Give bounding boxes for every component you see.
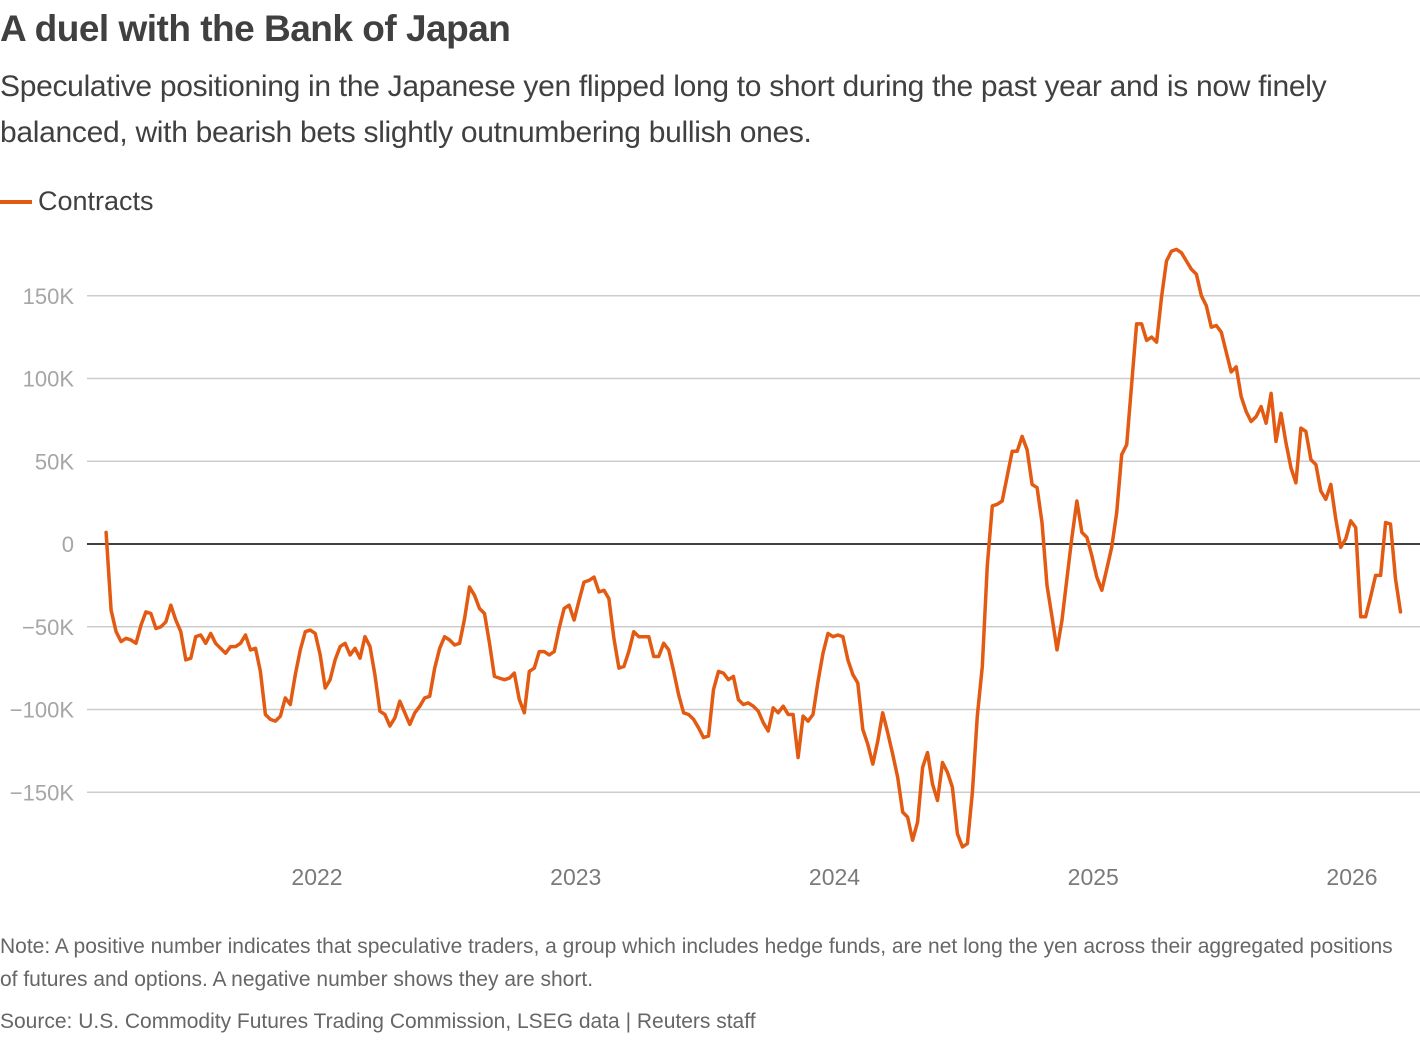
y-tick-label: −150K xyxy=(10,780,75,805)
y-tick-label: 0 xyxy=(62,532,74,557)
legend-label-contracts: Contracts xyxy=(38,186,154,216)
x-tick-label: 2022 xyxy=(291,864,342,890)
y-tick-label: 50K xyxy=(35,449,74,474)
y-tick-label: −50K xyxy=(22,615,74,640)
y-tick-label: 100K xyxy=(23,367,75,392)
x-tick-label: 2026 xyxy=(1326,864,1377,890)
series-points xyxy=(106,249,1401,848)
chart-subtitle: Speculative positioning in the Japanese … xyxy=(0,70,1327,149)
y-tick-label: 150K xyxy=(23,284,75,309)
gridlines xyxy=(87,295,1420,793)
chart-title: A duel with the Bank of Japan xyxy=(0,8,511,49)
legend-swatch-contracts xyxy=(0,199,32,204)
x-axis-ticks: 2022 2023 2024 2025 2026 xyxy=(291,864,1377,890)
chart-source: Source: U.S. Commodity Futures Trading C… xyxy=(0,1010,756,1033)
x-tick-label: 2023 xyxy=(550,864,601,890)
legend: Contracts xyxy=(0,186,154,217)
y-tick-label: −100K xyxy=(10,698,75,723)
y-axis-ticks: 150K 100K 50K 0 −50K −100K −150K xyxy=(10,284,75,806)
x-tick-label: 2024 xyxy=(809,864,860,890)
chart-note: Note: A positive number indicates that s… xyxy=(0,935,1393,991)
x-tick-label: 2025 xyxy=(1068,864,1119,890)
series-line-contracts xyxy=(104,247,1403,849)
